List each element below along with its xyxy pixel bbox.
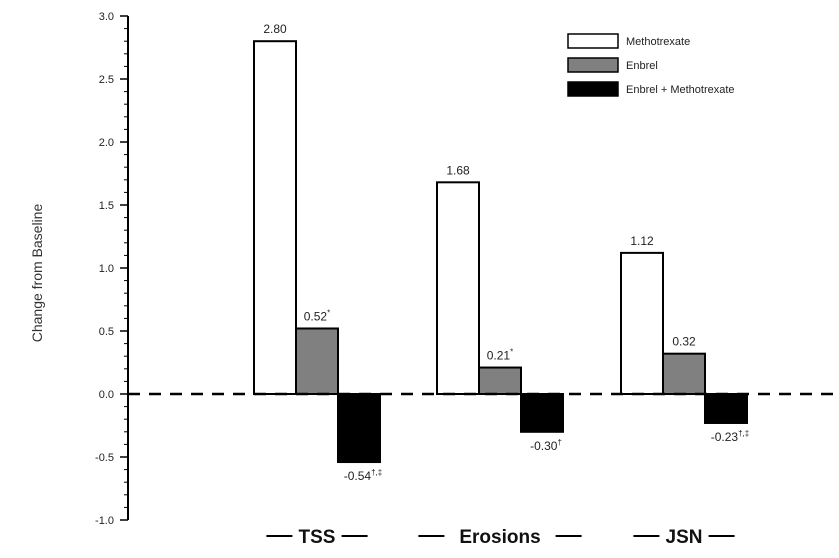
- bar-tss-2: [337, 393, 381, 464]
- y-tick-label: 0.0: [99, 389, 114, 401]
- bar-value-label: 1.12: [630, 234, 654, 248]
- y-axis: 3.0 2.5 2.0 1.5 1.0 0.5 0.0 -0.5 -1.0: [95, 11, 129, 527]
- bar-value-label: 0.52*: [304, 308, 330, 323]
- y-tick-label: 3.0: [99, 11, 114, 23]
- significance-mark: †,‡: [371, 468, 382, 477]
- significance-mark: †: [557, 438, 561, 447]
- bar-value-label: 1.68: [446, 163, 470, 177]
- bar-erosions-2: [520, 393, 564, 433]
- y-tick-label: -1.0: [95, 515, 114, 527]
- bar-erosions-1: [478, 366, 522, 396]
- y-tick-label: 0.5: [99, 326, 114, 338]
- bar-jsn-2: [704, 393, 748, 424]
- significance-mark: *: [327, 308, 330, 317]
- legend-label: Methotrexate: [626, 36, 690, 48]
- legend-label: Enbrel: [626, 60, 658, 72]
- bar-value-label: 2.80: [263, 22, 287, 36]
- legend-swatch: [567, 33, 619, 49]
- bar-value-label: 0.21*: [487, 348, 513, 363]
- bar-jsn-0: [620, 251, 664, 395]
- y-axis-label: Change from Baseline: [29, 204, 45, 343]
- y-tick-label: 1.5: [99, 200, 114, 212]
- category-label-tss: TSS: [299, 527, 336, 548]
- y-tick-label: 1.0: [99, 263, 114, 275]
- bar-value-label: -0.23†,‡: [711, 429, 749, 444]
- bar-erosions-0: [436, 181, 480, 395]
- y-tick-label: -0.5: [95, 452, 114, 464]
- category-label-erosions: Erosions: [459, 527, 540, 548]
- category-labels: TSS Erosions JSN: [266, 527, 735, 548]
- legend: Methotrexate Enbrel Enbrel + Methotrexate: [567, 33, 735, 97]
- bar-labels: 2.80 1.68 1.12 0.52* 0.21* 0.32 -0.54†,‡ -0.30†…: [263, 22, 749, 483]
- category-label-jsn: JSN: [666, 527, 703, 548]
- bars: [253, 40, 748, 464]
- legend-swatch: [567, 57, 619, 73]
- bar-jsn-1: [662, 352, 706, 395]
- significance-mark: †,‡: [738, 429, 749, 438]
- y-tick-label: 2.5: [99, 74, 114, 86]
- legend-label: Enbrel + Methotrexate: [626, 84, 735, 96]
- bar-tss-1: [295, 327, 339, 396]
- y-tick-label: 2.0: [99, 137, 114, 149]
- bar-value-label: -0.54†,‡: [344, 468, 382, 483]
- significance-mark: *: [510, 348, 513, 357]
- bar-value-label: -0.30†: [530, 438, 562, 453]
- bar-tss-0: [253, 40, 297, 395]
- legend-swatch: [567, 81, 619, 97]
- bar-value-label: 0.32: [672, 335, 696, 349]
